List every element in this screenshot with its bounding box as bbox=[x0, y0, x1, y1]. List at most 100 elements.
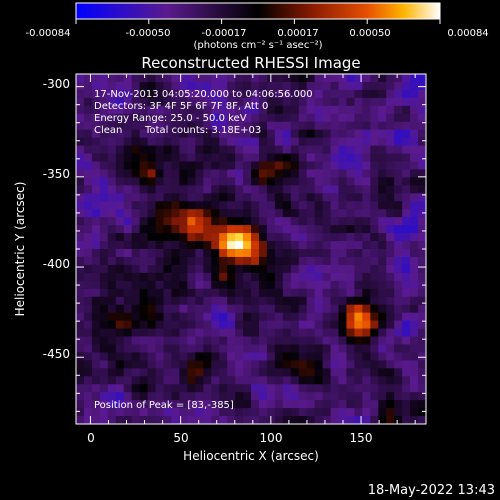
heatmap-cell bbox=[322, 256, 332, 266]
heatmap-cell bbox=[314, 264, 324, 274]
heatmap-cell bbox=[243, 153, 252, 163]
heatmap-cell bbox=[243, 384, 252, 393]
heatmap-cell bbox=[115, 344, 125, 353]
heatmap-cell bbox=[76, 249, 85, 258]
heatmap-cell bbox=[131, 89, 141, 99]
heatmap-cell bbox=[354, 344, 363, 353]
heatmap-cell bbox=[243, 352, 252, 361]
heatmap-cell bbox=[115, 121, 125, 131]
heatmap-cell bbox=[274, 368, 284, 377]
heatmap-cell bbox=[91, 328, 101, 338]
heatmap-cell bbox=[322, 74, 332, 83]
heatmap-cell bbox=[298, 360, 308, 369]
heatmap-cell bbox=[418, 312, 426, 322]
heatmap-cell bbox=[107, 344, 117, 353]
heatmap-cell bbox=[123, 121, 133, 131]
heatmap-cell bbox=[251, 209, 260, 218]
heatmap-cell bbox=[91, 408, 101, 417]
heatmap-cell bbox=[418, 193, 426, 202]
heatmap-cell bbox=[282, 241, 292, 250]
heatmap-cell bbox=[330, 352, 340, 361]
heatmap-cell bbox=[203, 360, 212, 369]
heatmap-cell bbox=[266, 169, 276, 178]
heatmap-cell bbox=[394, 161, 403, 171]
heatmap-cell bbox=[354, 225, 363, 234]
heatmap-cell bbox=[338, 97, 348, 107]
heatmap-cell bbox=[410, 312, 419, 322]
heatmap-cell bbox=[147, 89, 157, 99]
heatmap-cell bbox=[99, 161, 109, 171]
heatmap-cell bbox=[139, 368, 149, 377]
heatmap-cell bbox=[258, 241, 268, 250]
heatmap-cell bbox=[386, 408, 395, 417]
heatmap-cell bbox=[370, 336, 379, 346]
heatmap-cell bbox=[306, 368, 316, 377]
heatmap-cell bbox=[330, 169, 340, 178]
heatmap-cell bbox=[282, 400, 292, 409]
heatmap-cell bbox=[235, 177, 244, 186]
heatmap-cell bbox=[211, 320, 220, 330]
heatmap-cell bbox=[298, 89, 308, 99]
heatmap-cell bbox=[139, 161, 149, 171]
heatmap-cell bbox=[99, 328, 109, 338]
heatmap-cell bbox=[338, 89, 348, 99]
heatmap-cell bbox=[155, 217, 165, 226]
heatmap-cell bbox=[266, 312, 276, 322]
heatmap-cell bbox=[322, 360, 332, 369]
heatmap-cell bbox=[115, 408, 125, 417]
heatmap-cell bbox=[131, 145, 141, 155]
heatmap-cell bbox=[338, 161, 348, 171]
heatmap-cell bbox=[115, 233, 125, 242]
heatmap-cell bbox=[282, 89, 292, 99]
heatmap-cell bbox=[227, 360, 236, 369]
heatmap-cell bbox=[171, 121, 180, 131]
heatmap-cell bbox=[203, 153, 212, 163]
heatmap-cell bbox=[282, 105, 292, 115]
heatmap-cell bbox=[131, 97, 141, 107]
heatmap-cell bbox=[139, 384, 149, 393]
heatmap-cell bbox=[107, 408, 117, 417]
heatmap-cell bbox=[258, 169, 268, 178]
heatmap-cell bbox=[227, 400, 236, 409]
heatmap-cell bbox=[251, 256, 260, 266]
heatmap-cell bbox=[346, 296, 355, 306]
heatmap-cell bbox=[298, 97, 308, 107]
heatmap-cell bbox=[402, 376, 411, 385]
heatmap-cell bbox=[99, 137, 109, 147]
heatmap-cell bbox=[107, 169, 117, 178]
heatmap-cell bbox=[163, 304, 173, 314]
heatmap-cell bbox=[418, 344, 426, 353]
heatmap-cell bbox=[155, 89, 165, 99]
heatmap-cell bbox=[123, 145, 133, 155]
heatmap-cell bbox=[76, 217, 85, 226]
heatmap-cell bbox=[107, 360, 117, 369]
heatmap-cell bbox=[115, 81, 125, 91]
heatmap-cell bbox=[115, 256, 125, 266]
heatmap-cell bbox=[123, 97, 133, 107]
heatmap-cell bbox=[163, 312, 173, 322]
heatmap-cell bbox=[418, 400, 426, 409]
heatmap-cell bbox=[76, 280, 85, 290]
heatmap-cell bbox=[274, 256, 284, 266]
heatmap-cell bbox=[163, 249, 173, 258]
heatmap-cell bbox=[394, 137, 403, 147]
heatmap-cell bbox=[243, 344, 252, 353]
heatmap-cell bbox=[330, 105, 340, 115]
heatmap-cell bbox=[147, 169, 157, 178]
heatmap-cell bbox=[243, 328, 252, 338]
heatmap-cell bbox=[219, 201, 228, 210]
energy-range-text: Energy Range: 25.0 - 50.0 keV bbox=[94, 113, 247, 124]
heatmap-cell bbox=[346, 113, 355, 123]
heatmap-cell bbox=[91, 416, 101, 424]
heatmap-cell bbox=[298, 280, 308, 290]
heatmap-cell bbox=[243, 360, 252, 369]
heatmap-cell bbox=[290, 352, 300, 361]
heatmap-cell bbox=[394, 105, 403, 115]
heatmap-cell bbox=[203, 296, 212, 306]
heatmap-cell bbox=[258, 320, 268, 330]
heatmap-cell bbox=[147, 225, 157, 234]
heatmap-cell bbox=[227, 344, 236, 353]
heatmap-cell bbox=[386, 113, 395, 123]
heatmap-cell bbox=[235, 320, 244, 330]
heatmap-cell bbox=[290, 336, 300, 346]
